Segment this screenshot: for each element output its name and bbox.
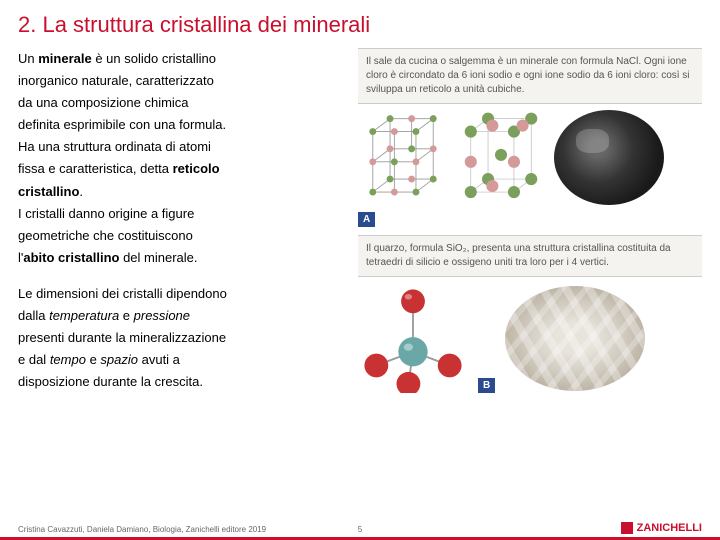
salgemma-photo [554, 110, 664, 205]
quartz-row: B [358, 283, 702, 393]
paragraph-2: Le dimensioni dei cristalli dipendonodal… [18, 283, 348, 393]
slide-title: 2. La struttura cristallina dei minerali [18, 12, 702, 38]
paragraph-1: Un minerale è un solido cristallinoinorg… [18, 48, 348, 269]
slide: 2. La struttura cristallina dei minerali… [0, 0, 720, 540]
tetrahedron-diagram [358, 283, 468, 393]
text-column: Un minerale è un solido cristallinoinorg… [18, 48, 348, 393]
caption-a: Il sale da cucina o salgemma è un minera… [358, 48, 702, 104]
content-row: Un minerale è un solido cristallinoinorg… [18, 48, 702, 393]
label-b-badge: B [478, 378, 495, 393]
lattice-diagram-2 [456, 110, 546, 205]
footer: Cristina Cavazzuti, Daniela Damiano, Bio… [18, 522, 702, 534]
label-a-badge: A [358, 212, 375, 227]
footer-credits: Cristina Cavazzuti, Daniela Damiano, Bio… [18, 525, 266, 534]
quartz-photo [505, 286, 645, 391]
publisher-logo: ZANICHELLI [621, 522, 702, 534]
logo-square-icon [621, 522, 633, 534]
page-number: 5 [358, 525, 362, 534]
figure-column: Il sale da cucina o salgemma è un minera… [358, 48, 702, 393]
logo-text: ZANICHELLI [637, 522, 702, 534]
caption-b: Il quarzo, formula SiO₂, presenta una st… [358, 235, 702, 277]
lattice-diagram-1 [358, 110, 448, 205]
lattice-row [358, 110, 702, 205]
